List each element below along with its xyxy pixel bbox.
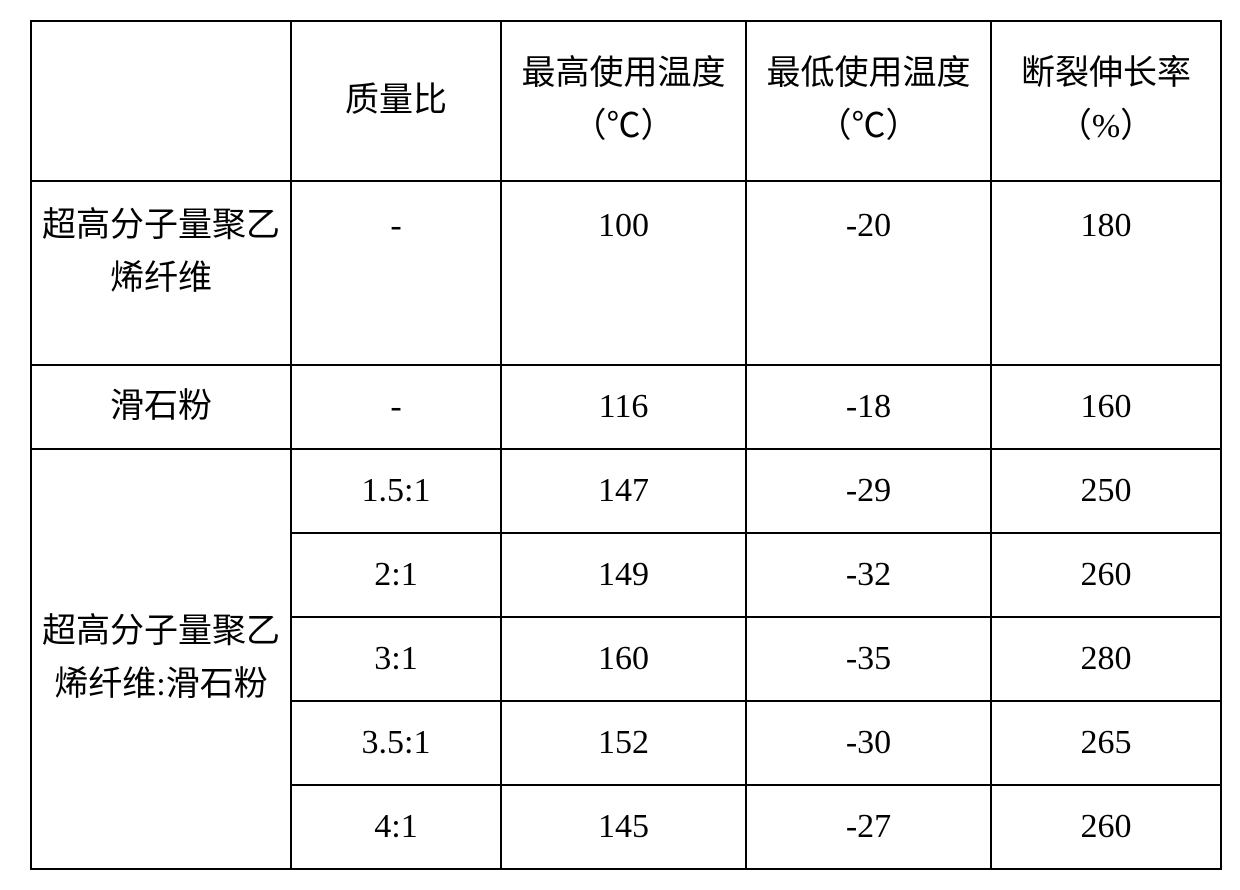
- cell-ratio: -: [291, 181, 501, 365]
- col-header-ratio: 质量比: [291, 21, 501, 181]
- cell-min: -18: [746, 365, 991, 449]
- cell-elong: 280: [991, 617, 1221, 701]
- col-header-rowhead: [31, 21, 291, 181]
- cell-elong: 265: [991, 701, 1221, 785]
- cell-ratio: 4:1: [291, 785, 501, 869]
- cell-max: 116: [501, 365, 746, 449]
- cell-min: -20: [746, 181, 991, 365]
- cell-min: -35: [746, 617, 991, 701]
- cell-max: 100: [501, 181, 746, 365]
- cell-elong: 260: [991, 785, 1221, 869]
- col-header-elong: 断裂伸长率（%）: [991, 21, 1221, 181]
- row-label: 滑石粉: [31, 365, 291, 449]
- col-header-mintemp: 最低使用温度（℃）: [746, 21, 991, 181]
- cell-min: -29: [746, 449, 991, 533]
- cell-ratio: 1.5:1: [291, 449, 501, 533]
- cell-ratio: -: [291, 365, 501, 449]
- table-row: 超高分子量聚乙烯纤维:滑石粉 1.5:1 147 -29 250: [31, 449, 1221, 533]
- cell-ratio: 2:1: [291, 533, 501, 617]
- cell-elong: 250: [991, 449, 1221, 533]
- cell-max: 152: [501, 701, 746, 785]
- col-header-maxtemp: 最高使用温度（℃）: [501, 21, 746, 181]
- data-table: 质量比 最高使用温度（℃） 最低使用温度（℃） 断裂伸长率（%） 超高分子量聚乙…: [30, 20, 1222, 870]
- cell-elong: 180: [991, 181, 1221, 365]
- row-label-group: 超高分子量聚乙烯纤维:滑石粉: [31, 449, 291, 869]
- cell-elong: 160: [991, 365, 1221, 449]
- cell-max: 160: [501, 617, 746, 701]
- cell-elong: 260: [991, 533, 1221, 617]
- row-label: 超高分子量聚乙烯纤维: [31, 181, 291, 365]
- cell-ratio: 3.5:1: [291, 701, 501, 785]
- cell-max: 147: [501, 449, 746, 533]
- cell-max: 145: [501, 785, 746, 869]
- table-row: 超高分子量聚乙烯纤维 - 100 -20 180: [31, 181, 1221, 365]
- cell-min: -30: [746, 701, 991, 785]
- cell-max: 149: [501, 533, 746, 617]
- cell-min: -32: [746, 533, 991, 617]
- table-row: 质量比 最高使用温度（℃） 最低使用温度（℃） 断裂伸长率（%）: [31, 21, 1221, 181]
- cell-ratio: 3:1: [291, 617, 501, 701]
- table-row: 滑石粉 - 116 -18 160: [31, 365, 1221, 449]
- cell-min: -27: [746, 785, 991, 869]
